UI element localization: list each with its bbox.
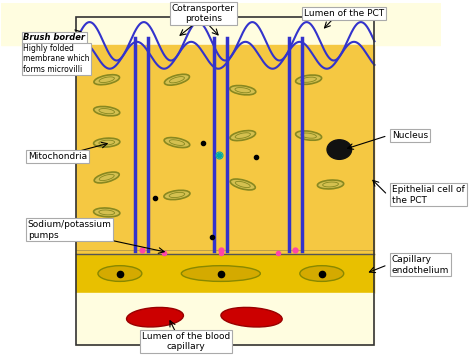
Ellipse shape [296, 131, 321, 140]
Ellipse shape [94, 106, 120, 116]
Ellipse shape [230, 131, 255, 141]
Text: Brush border: Brush border [23, 33, 85, 42]
Ellipse shape [93, 208, 120, 217]
Ellipse shape [318, 180, 344, 189]
Circle shape [327, 140, 352, 159]
Text: Capillary
endothelium: Capillary endothelium [392, 255, 449, 274]
Ellipse shape [300, 266, 344, 282]
Text: Cotransporter
proteins: Cotransporter proteins [172, 4, 235, 23]
Ellipse shape [164, 74, 190, 85]
Text: Epithelial cell of
the PCT: Epithelial cell of the PCT [392, 185, 465, 205]
Ellipse shape [164, 138, 190, 148]
Text: Lumen of the blood
capillary: Lumen of the blood capillary [142, 332, 230, 351]
Ellipse shape [230, 86, 256, 95]
Ellipse shape [94, 75, 119, 85]
Text: Lumen of the PCT: Lumen of the PCT [304, 9, 384, 18]
Ellipse shape [127, 307, 183, 327]
Bar [76, 17, 374, 345]
Text: Sodium/potassium
pumps: Sodium/potassium pumps [27, 220, 111, 240]
Text: Mitochondria: Mitochondria [27, 152, 87, 161]
Ellipse shape [230, 179, 255, 190]
Ellipse shape [164, 190, 190, 200]
Ellipse shape [296, 75, 321, 84]
Ellipse shape [182, 266, 260, 282]
Text: Nucleus: Nucleus [392, 131, 428, 140]
Ellipse shape [94, 172, 119, 183]
Ellipse shape [221, 307, 282, 327]
Text: Highly folded
membrane which
forms microvilli: Highly folded membrane which forms micro… [23, 44, 90, 74]
Ellipse shape [93, 138, 120, 147]
Ellipse shape [98, 266, 142, 282]
